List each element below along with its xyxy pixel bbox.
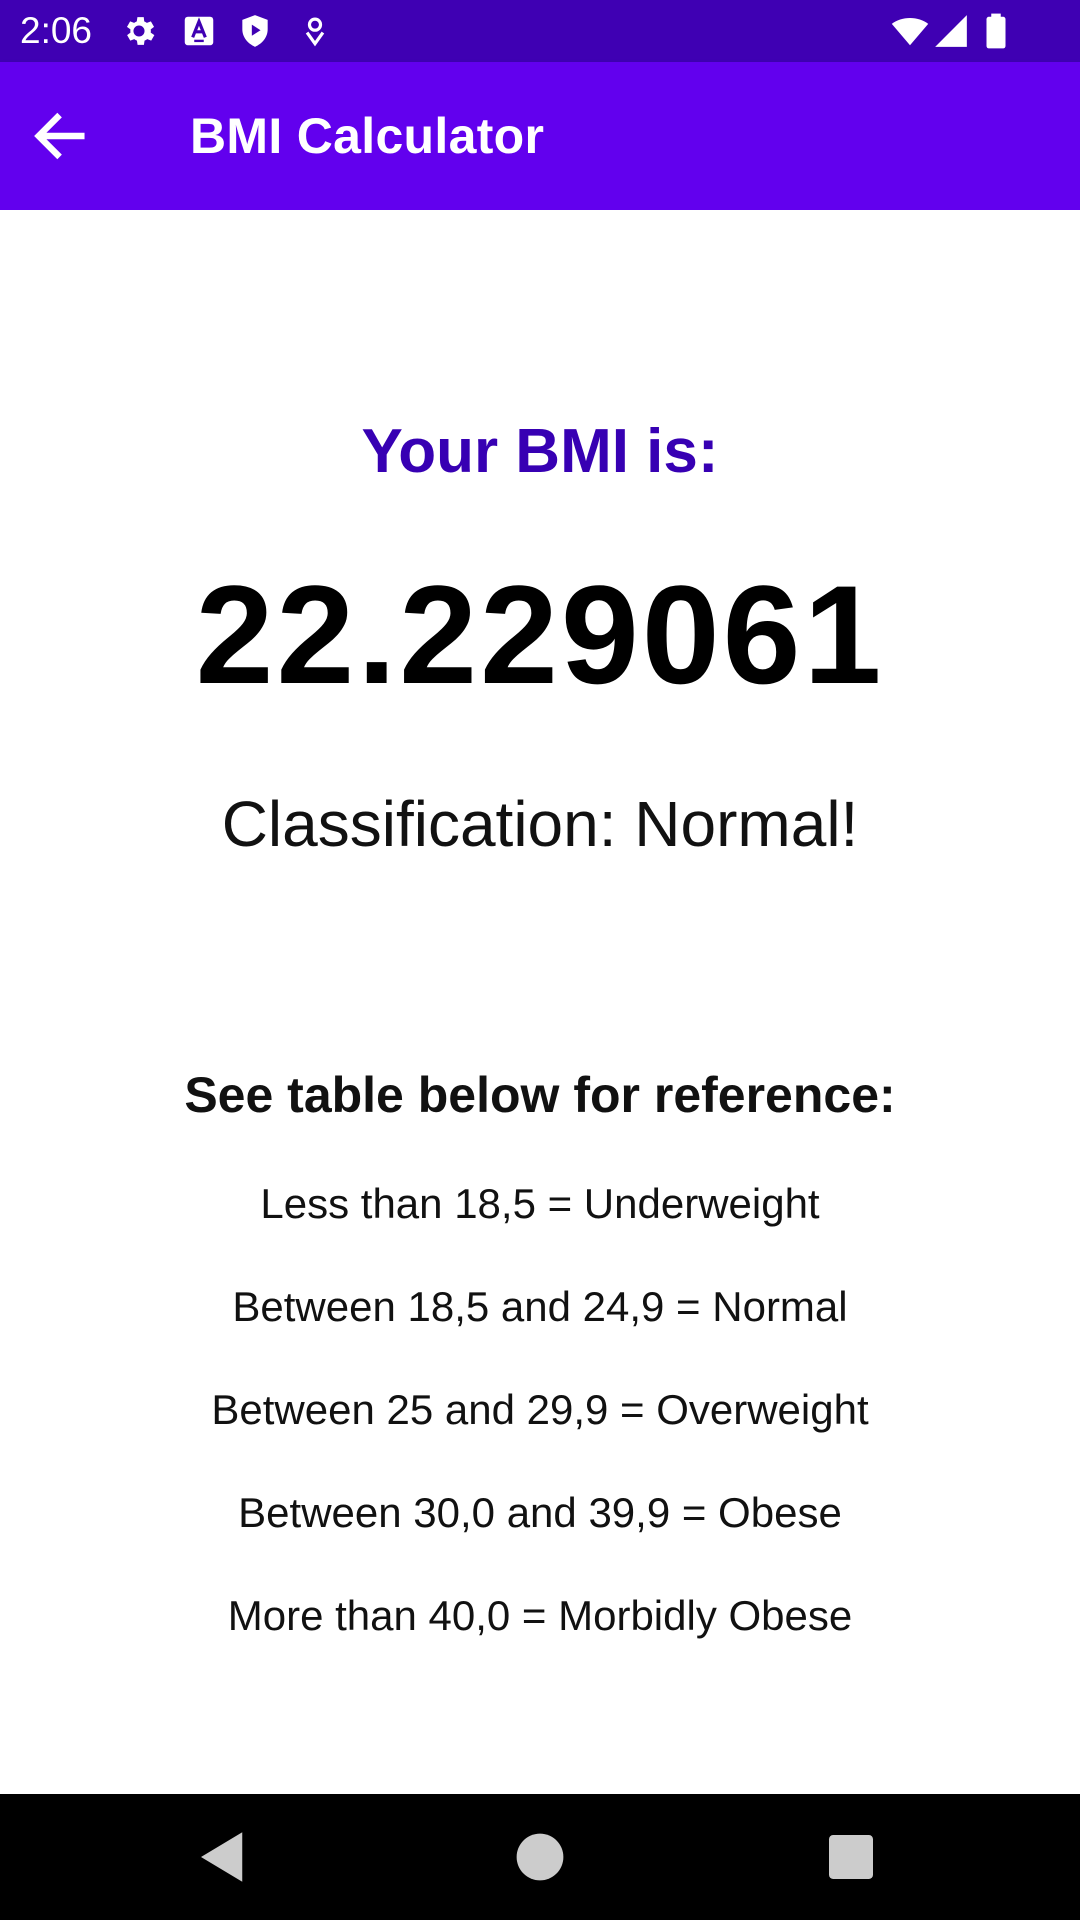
app-bar: BMI Calculator	[0, 62, 1080, 210]
reference-item-morbidly-obese: More than 40,0 = Morbidly Obese	[227, 1592, 853, 1639]
recents-square-icon[interactable]	[818, 1824, 884, 1890]
reference-heading: See table below for reference:	[184, 1067, 896, 1123]
back-triangle-icon[interactable]	[190, 1824, 256, 1890]
reference-item-underweight: Less than 18,5 = Underweight	[260, 1180, 820, 1227]
settings-gear-icon	[126, 17, 155, 45]
cell-signal-icon	[935, 15, 967, 47]
arrow-back-icon[interactable]	[28, 104, 92, 168]
status-time: 2:06	[20, 10, 93, 51]
wifi-icon	[891, 17, 929, 46]
bmi-result-screen: Your BMI is: 22.229061 Classification: N…	[0, 210, 1080, 1794]
bmi-value: 22.229061	[195, 556, 885, 713]
app-title: BMI Calculator	[190, 108, 545, 164]
battery-icon	[986, 13, 1006, 49]
home-circle-icon[interactable]	[507, 1824, 573, 1890]
a-notification-icon	[184, 16, 214, 46]
shield-play-icon	[242, 15, 268, 47]
reference-item-obese: Between 30,0 and 39,9 = Obese	[238, 1489, 842, 1536]
bmi-heading: Your BMI is:	[361, 417, 719, 486]
reference-item-normal: Between 18,5 and 24,9 = Normal	[232, 1283, 848, 1330]
classification-label: Classification: Normal!	[221, 788, 859, 860]
system-navigation-bar	[0, 1794, 1080, 1920]
status-bar: 2:06	[0, 0, 1080, 62]
location-drop-icon	[305, 17, 325, 47]
reference-item-overweight: Between 25 and 29,9 = Overweight	[211, 1386, 869, 1433]
